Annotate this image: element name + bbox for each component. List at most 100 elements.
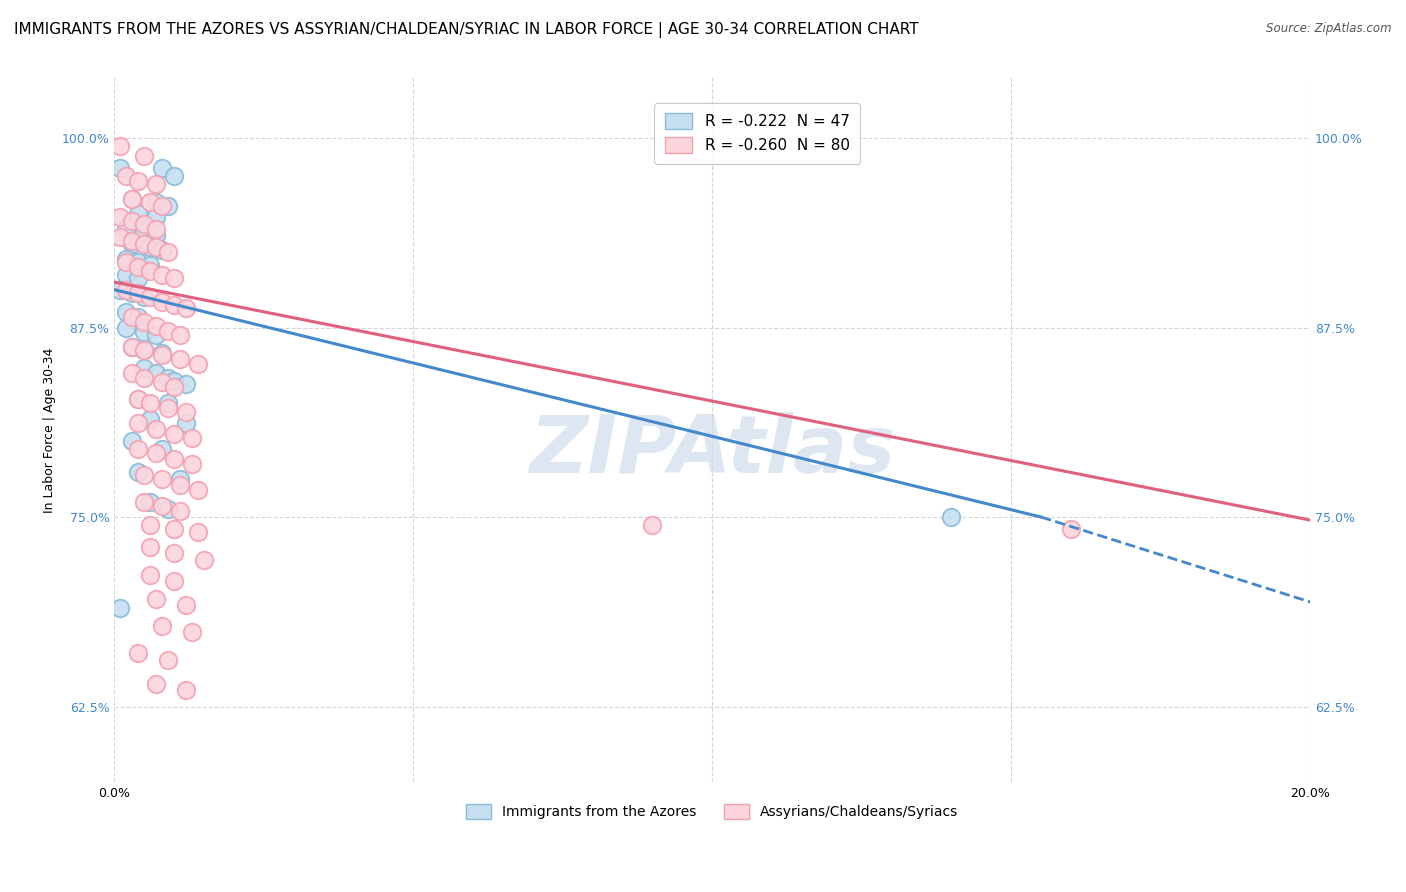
Point bbox=[174, 301, 197, 315]
Point bbox=[127, 173, 149, 187]
Point bbox=[134, 343, 156, 358]
Point bbox=[150, 801, 173, 815]
Point bbox=[110, 138, 132, 153]
Point bbox=[150, 268, 173, 282]
Point bbox=[115, 268, 138, 282]
Point bbox=[150, 244, 173, 258]
Point bbox=[193, 552, 215, 566]
Point bbox=[121, 366, 143, 380]
Point bbox=[121, 285, 143, 300]
Point bbox=[150, 472, 173, 486]
Point bbox=[145, 591, 167, 606]
Point bbox=[127, 465, 149, 479]
Point bbox=[139, 411, 162, 425]
Point bbox=[163, 522, 186, 536]
Point bbox=[181, 625, 204, 640]
Point bbox=[139, 194, 162, 209]
Point bbox=[150, 294, 173, 309]
Point bbox=[150, 199, 173, 213]
Point bbox=[169, 472, 191, 486]
Point bbox=[145, 228, 167, 243]
Point bbox=[115, 169, 138, 183]
Point bbox=[145, 194, 167, 209]
Point bbox=[115, 255, 138, 269]
Point bbox=[115, 222, 138, 236]
Point bbox=[134, 361, 156, 376]
Point bbox=[150, 346, 173, 360]
Point bbox=[163, 452, 186, 467]
Point bbox=[127, 392, 149, 406]
Point bbox=[941, 510, 963, 524]
Point bbox=[121, 434, 143, 449]
Point bbox=[127, 260, 149, 274]
Point bbox=[157, 370, 180, 384]
Point bbox=[145, 222, 167, 236]
Point bbox=[169, 328, 191, 343]
Point bbox=[110, 283, 132, 297]
Point bbox=[157, 199, 180, 213]
Text: Source: ZipAtlas.com: Source: ZipAtlas.com bbox=[1267, 22, 1392, 36]
Y-axis label: In Labor Force | Age 30-34: In Labor Force | Age 30-34 bbox=[44, 347, 56, 513]
Point bbox=[134, 495, 156, 509]
Point bbox=[134, 290, 156, 304]
Point bbox=[157, 244, 180, 259]
Point bbox=[121, 234, 143, 248]
Point bbox=[174, 416, 197, 430]
Point bbox=[187, 357, 209, 371]
Point bbox=[121, 192, 143, 206]
Point bbox=[187, 525, 209, 540]
Point bbox=[115, 305, 138, 319]
Point bbox=[145, 422, 167, 436]
Point bbox=[163, 380, 186, 394]
Point bbox=[139, 567, 162, 582]
Point bbox=[169, 352, 191, 367]
Point bbox=[157, 502, 180, 516]
Point bbox=[150, 375, 173, 389]
Point bbox=[163, 298, 186, 312]
Point bbox=[145, 328, 167, 343]
Point bbox=[134, 218, 156, 232]
Point bbox=[127, 207, 149, 221]
Point bbox=[134, 225, 156, 239]
Point bbox=[145, 210, 167, 224]
Point bbox=[127, 310, 149, 324]
Point bbox=[150, 619, 173, 633]
Point bbox=[121, 340, 143, 354]
Point bbox=[181, 431, 204, 445]
Point bbox=[169, 478, 191, 492]
Point bbox=[174, 376, 197, 391]
Point bbox=[134, 237, 156, 252]
Point bbox=[110, 229, 132, 244]
Point bbox=[134, 343, 156, 358]
Point bbox=[139, 517, 162, 532]
Point bbox=[134, 467, 156, 482]
Point bbox=[110, 210, 132, 224]
Point bbox=[134, 149, 156, 163]
Point bbox=[181, 457, 204, 471]
Point bbox=[139, 240, 162, 254]
Point bbox=[174, 682, 197, 697]
Point bbox=[139, 264, 162, 278]
Point bbox=[127, 416, 149, 430]
Point bbox=[163, 169, 186, 183]
Point bbox=[1060, 522, 1083, 536]
Point bbox=[127, 442, 149, 456]
Point bbox=[145, 446, 167, 460]
Point bbox=[115, 283, 138, 297]
Point bbox=[157, 652, 180, 666]
Point bbox=[121, 310, 143, 324]
Point bbox=[157, 324, 180, 338]
Point bbox=[145, 366, 167, 380]
Point bbox=[163, 546, 186, 560]
Point bbox=[121, 214, 143, 228]
Point bbox=[139, 541, 162, 555]
Text: ZIPAtlas: ZIPAtlas bbox=[529, 412, 896, 490]
Point bbox=[139, 396, 162, 410]
Point bbox=[145, 319, 167, 334]
Point bbox=[641, 517, 664, 532]
Point bbox=[110, 601, 132, 615]
Text: IMMIGRANTS FROM THE AZORES VS ASSYRIAN/CHALDEAN/SYRIAC IN LABOR FORCE | AGE 30-3: IMMIGRANTS FROM THE AZORES VS ASSYRIAN/C… bbox=[14, 22, 918, 38]
Point bbox=[127, 255, 149, 269]
Point bbox=[174, 598, 197, 612]
Point bbox=[150, 442, 173, 456]
